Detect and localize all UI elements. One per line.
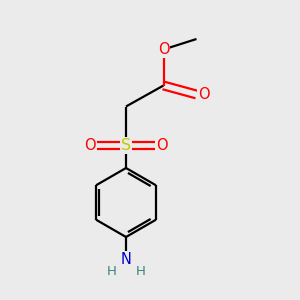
Text: O: O — [156, 138, 168, 153]
Text: O: O — [198, 87, 210, 102]
Text: N: N — [121, 252, 131, 267]
Text: H: H — [136, 265, 145, 278]
Text: O: O — [84, 138, 96, 153]
Text: S: S — [121, 138, 131, 153]
Text: H: H — [107, 265, 116, 278]
Text: O: O — [158, 42, 169, 57]
